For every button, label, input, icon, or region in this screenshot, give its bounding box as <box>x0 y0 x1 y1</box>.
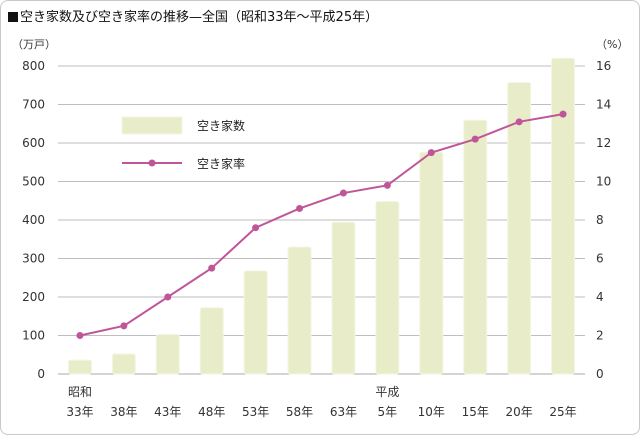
x-tick-label: 63年 <box>330 405 357 419</box>
bar-53年 <box>243 270 268 375</box>
x-tick-label: 33年 <box>66 405 93 419</box>
x-era-label: 昭和 <box>68 385 92 399</box>
y-left-tick-label: 100 <box>22 329 45 343</box>
y-left-tick-label: 200 <box>22 290 45 304</box>
legend-bar-label: 空き家数 <box>197 118 245 133</box>
bar-33年 <box>67 359 92 375</box>
y-left-tick-label: 600 <box>22 136 45 150</box>
bar-63年 <box>331 221 356 375</box>
rate-point-58年 <box>296 204 304 212</box>
legend-line-marker <box>148 159 156 167</box>
y-right-tick-label: 12 <box>596 136 611 150</box>
y-left-tick-label: 700 <box>22 98 45 112</box>
rate-point-43年 <box>164 293 172 301</box>
y-left-tick-label: 300 <box>22 252 45 266</box>
chart-title-text: 空き家数及び空き家率の推移—全国（昭和33年～平成25年） <box>20 10 379 25</box>
y-left-unit: （万戸） <box>12 38 56 51</box>
rate-line <box>79 113 564 337</box>
title-square-icon <box>8 12 18 22</box>
bar-58年 <box>287 246 312 375</box>
y-right-tick-label: 16 <box>596 59 611 73</box>
y-left-tick-label: 500 <box>22 175 45 189</box>
x-tick-label: 15年 <box>462 405 489 419</box>
rate-point-38年 <box>120 322 128 330</box>
bar-15年 <box>463 119 488 375</box>
bar-series <box>67 57 576 375</box>
x-tick-label: 25年 <box>549 405 576 419</box>
y-left-tick-label: 400 <box>22 213 45 227</box>
y-right-tick-label: 10 <box>596 175 611 189</box>
bar-38年 <box>111 353 136 375</box>
y-right-unit: （%） <box>596 38 628 51</box>
x-tick-label: 48年 <box>198 405 225 419</box>
x-tick-label: 58年 <box>286 405 313 419</box>
line-series <box>76 110 567 339</box>
bar-20年 <box>507 82 532 375</box>
x-tick-label: 10年 <box>418 405 445 419</box>
rate-point-53年 <box>252 224 260 232</box>
rate-point-5年 <box>383 181 391 189</box>
bar-10年 <box>419 151 444 375</box>
bar-25年 <box>551 57 576 375</box>
y-left-tick-label: 0 <box>37 367 45 381</box>
axes: 0 100 200 300 400 500 600 700 800 0 2 4 6 8 10 12 14 16 （万… <box>12 38 628 419</box>
legend-bar-swatch <box>121 116 183 135</box>
x-tick-label: 5年 <box>378 405 398 419</box>
y-right-tick-label: 6 <box>596 252 604 266</box>
grid-lines <box>58 65 585 375</box>
y-right-tick-label: 0 <box>596 367 604 381</box>
bar-5年 <box>375 201 400 375</box>
rate-point-48年 <box>208 264 216 272</box>
chart-title: 空き家数及び空き家率の推移—全国（昭和33年～平成25年） <box>8 6 378 25</box>
y-left-tick-label: 800 <box>22 59 45 73</box>
x-tick-label: 43年 <box>154 405 181 419</box>
y-right-tick-label: 8 <box>596 213 604 227</box>
y-right-tick-label: 14 <box>596 98 611 112</box>
rate-point-15年 <box>471 135 479 143</box>
legend-line-label: 空き家率 <box>197 156 245 171</box>
y-right-tick-label: 2 <box>596 329 604 343</box>
rate-point-20年 <box>515 118 523 126</box>
bar-48年 <box>199 307 224 375</box>
x-tick-label: 38年 <box>110 405 137 419</box>
x-era-label: 平成 <box>375 385 399 399</box>
rate-point-25年 <box>559 110 567 118</box>
x-tick-label: 53年 <box>242 405 269 419</box>
bar-43年 <box>155 333 180 375</box>
y-right-tick-label: 4 <box>596 290 604 304</box>
rate-point-33年 <box>76 332 84 339</box>
rate-point-63年 <box>339 189 347 197</box>
x-tick-label: 20年 <box>505 405 532 419</box>
rate-point-10年 <box>427 149 435 157</box>
